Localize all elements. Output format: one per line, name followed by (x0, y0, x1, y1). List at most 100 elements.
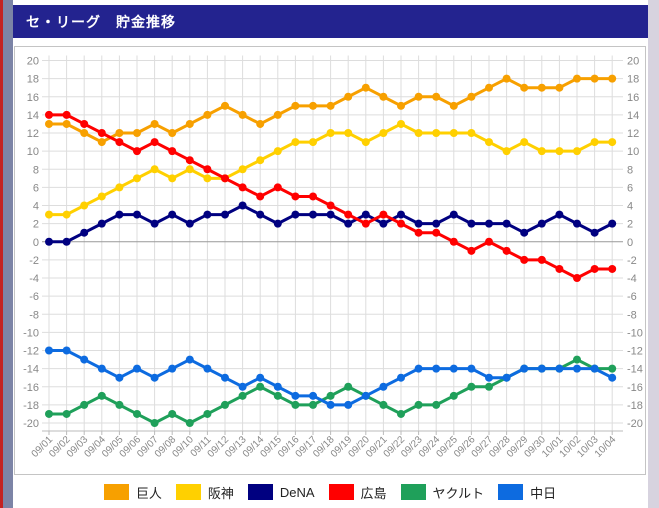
series-point-2 (361, 210, 370, 219)
series-point-4 (485, 382, 493, 391)
series-point-3 (590, 264, 599, 273)
series-point-4 (45, 409, 53, 418)
series-point-2 (203, 210, 212, 219)
series-point-3 (397, 219, 405, 228)
y-axis-label-right: 10 (627, 146, 639, 158)
series-point-0 (168, 129, 177, 137)
legend-label-0: 巨人 (135, 485, 162, 501)
y-axis-label-left: 8 (33, 164, 39, 176)
series-point-3 (309, 192, 317, 201)
series-point-0 (309, 101, 317, 110)
y-axis-label-left: 6 (33, 182, 39, 194)
series-point-5 (326, 400, 335, 409)
legend-swatch-4 (400, 484, 426, 500)
series-point-2 (608, 219, 617, 228)
series-point-2 (62, 237, 71, 246)
series-point-0 (344, 92, 353, 101)
y-axis-label-left: -4 (29, 273, 39, 285)
series-point-1 (256, 156, 265, 165)
series-point-3 (485, 237, 493, 246)
series-point-3 (62, 110, 71, 119)
series-point-3 (361, 219, 370, 228)
series-point-1 (185, 165, 194, 174)
window-edge-left-slate (3, 0, 13, 508)
legend-swatch-5 (498, 484, 524, 500)
series-point-0 (238, 110, 247, 119)
series-point-2 (432, 219, 441, 228)
series-point-2 (344, 219, 353, 228)
series-point-0 (291, 101, 300, 110)
series-point-5 (590, 364, 599, 373)
legend-item-5: 中日 (498, 483, 556, 502)
legend-swatch-3 (328, 484, 354, 500)
series-point-1 (133, 174, 141, 183)
series-point-5 (467, 364, 476, 373)
series-point-0 (115, 129, 124, 137)
y-axis-label-left: -2 (29, 255, 39, 267)
series-point-1 (502, 147, 511, 156)
series-point-0 (573, 74, 581, 83)
legend-swatch-2 (247, 484, 273, 500)
chart-panel: -20 -20 -18 -18 -16 -16 -14 -14 -12 -12 -10 -10 -8 -8… (14, 46, 646, 475)
legend-item-1: 阪神 (175, 483, 234, 502)
series-point-2 (379, 219, 388, 228)
series-point-3 (168, 147, 177, 156)
y-axis-label-left: 18 (27, 74, 39, 86)
series-point-3 (414, 228, 423, 237)
series-point-5 (449, 364, 458, 373)
series-point-0 (432, 92, 441, 101)
legend-swatch-0 (103, 484, 129, 500)
series-point-5 (221, 373, 229, 382)
y-axis-label-right: 20 (627, 56, 639, 68)
series-point-2 (555, 210, 564, 219)
series-point-5 (168, 364, 177, 373)
series-point-5 (80, 355, 89, 364)
series-point-3 (80, 119, 89, 128)
series-point-3 (238, 183, 247, 192)
series-point-5 (379, 382, 388, 391)
series-point-5 (608, 373, 617, 382)
series-point-2 (537, 219, 546, 228)
y-axis-label-left: -10 (23, 327, 39, 339)
y-axis-label-left: -18 (23, 400, 39, 412)
series-point-0 (221, 101, 229, 110)
series-point-4 (273, 391, 282, 400)
series-point-0 (397, 101, 405, 110)
series-point-2 (590, 228, 599, 237)
series-point-4 (168, 409, 177, 418)
series-point-3 (467, 246, 476, 255)
legend-label-4: ヤクルト (432, 485, 485, 501)
series-point-1 (80, 201, 89, 210)
series-point-0 (520, 83, 529, 92)
series-point-1 (449, 129, 458, 137)
series-point-2 (502, 219, 511, 228)
series-point-4 (133, 409, 141, 418)
series-point-1 (573, 147, 581, 156)
y-axis-label-right: 4 (627, 201, 633, 213)
y-axis-label-right: -2 (627, 255, 637, 267)
series-point-3 (185, 156, 194, 165)
series-point-1 (45, 210, 53, 219)
legend-label-1: 阪神 (207, 485, 234, 501)
series-point-1 (520, 138, 529, 147)
series-point-0 (150, 119, 159, 128)
series-point-2 (256, 210, 265, 219)
series-point-1 (397, 119, 405, 128)
y-axis-label-right: 2 (627, 219, 633, 231)
series-point-5 (555, 364, 564, 373)
series-point-4 (150, 419, 159, 427)
y-axis-label-right: 6 (627, 182, 633, 194)
legend-item-4: ヤクルト (400, 483, 485, 502)
window-edge-left-red (0, 0, 3, 508)
series-point-3 (203, 165, 212, 174)
y-axis-label-left: -12 (23, 346, 39, 358)
series-point-4 (397, 409, 405, 418)
legend-label-3: 広島 (360, 485, 387, 501)
series-point-1 (97, 192, 106, 201)
series-point-3 (449, 237, 458, 246)
series-point-0 (555, 83, 564, 92)
series-point-4 (309, 400, 317, 409)
series-point-2 (449, 210, 458, 219)
series-point-4 (379, 400, 388, 409)
series-point-5 (185, 355, 194, 364)
